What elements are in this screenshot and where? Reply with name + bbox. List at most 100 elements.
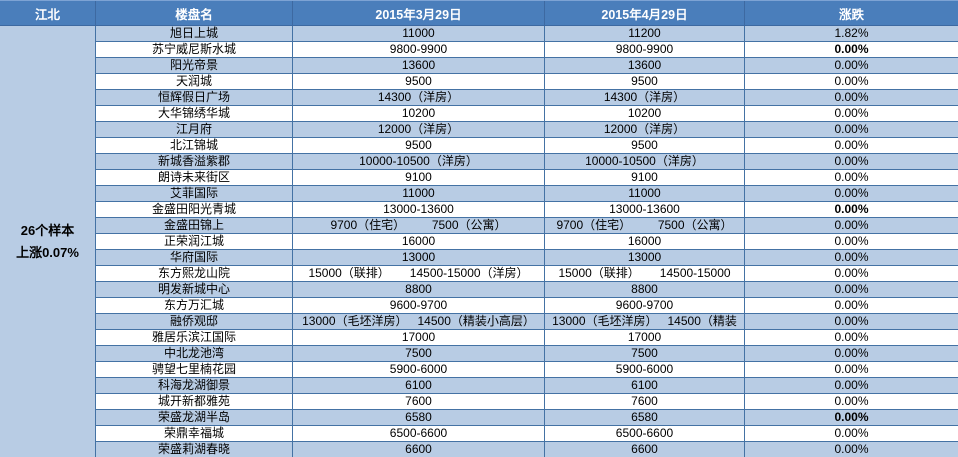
- property-name-cell[interactable]: 恒辉假日广场: [96, 90, 293, 106]
- price-april-cell[interactable]: 14300（洋房）: [545, 90, 745, 106]
- change-cell[interactable]: 0.00%: [745, 74, 958, 90]
- change-cell[interactable]: 0.00%: [745, 234, 958, 250]
- property-name-cell[interactable]: 东方熙龙山院: [96, 266, 293, 282]
- change-cell[interactable]: 0.00%: [745, 314, 958, 330]
- property-name-cell[interactable]: 雅居乐滨江国际: [96, 330, 293, 346]
- property-name-cell[interactable]: 北江锦城: [96, 138, 293, 154]
- price-april-cell[interactable]: 6600: [545, 442, 745, 457]
- price-march-cell[interactable]: 10200: [293, 106, 545, 122]
- header-date-march[interactable]: 2015年3月29日: [293, 1, 545, 26]
- property-name-cell[interactable]: 金盛田锦上: [96, 218, 293, 234]
- price-march-cell[interactable]: 11000: [293, 26, 545, 42]
- price-april-cell[interactable]: 9600-9700: [545, 298, 745, 314]
- change-cell[interactable]: 0.00%: [745, 442, 958, 457]
- price-march-cell[interactable]: 6580: [293, 410, 545, 426]
- price-april-cell[interactable]: 9700（住宅） 7500（公寓）: [545, 218, 745, 234]
- change-cell[interactable]: 0.00%: [745, 282, 958, 298]
- change-cell[interactable]: 0.00%: [745, 410, 958, 426]
- header-date-april[interactable]: 2015年4月29日: [545, 1, 745, 26]
- price-april-cell[interactable]: 12000（洋房）: [545, 122, 745, 138]
- change-cell[interactable]: 0.00%: [745, 298, 958, 314]
- property-name-cell[interactable]: 荣盛莉湖春晓: [96, 442, 293, 457]
- price-april-cell[interactable]: 17000: [545, 330, 745, 346]
- header-change[interactable]: 涨跌: [745, 1, 958, 26]
- change-cell[interactable]: 0.00%: [745, 266, 958, 282]
- change-cell[interactable]: 0.00%: [745, 58, 958, 74]
- price-april-cell[interactable]: 10000-10500（洋房）: [545, 154, 745, 170]
- price-march-cell[interactable]: 7500: [293, 346, 545, 362]
- price-march-cell[interactable]: 9100: [293, 170, 545, 186]
- price-april-cell[interactable]: 6100: [545, 378, 745, 394]
- price-april-cell[interactable]: 6580: [545, 410, 745, 426]
- change-cell[interactable]: 0.00%: [745, 90, 958, 106]
- price-march-cell[interactable]: 13000-13600: [293, 202, 545, 218]
- price-march-cell[interactable]: 11000: [293, 186, 545, 202]
- change-cell[interactable]: 0.00%: [745, 122, 958, 138]
- price-march-cell[interactable]: 9800-9900: [293, 42, 545, 58]
- price-april-cell[interactable]: 13600: [545, 58, 745, 74]
- price-march-cell[interactable]: 9600-9700: [293, 298, 545, 314]
- price-april-cell[interactable]: 7500: [545, 346, 745, 362]
- price-march-cell[interactable]: 12000（洋房）: [293, 122, 545, 138]
- price-april-cell[interactable]: 13000-13600: [545, 202, 745, 218]
- change-cell[interactable]: 0.00%: [745, 154, 958, 170]
- change-cell[interactable]: 0.00%: [745, 346, 958, 362]
- property-name-cell[interactable]: 荣盛龙湖半岛: [96, 410, 293, 426]
- property-name-cell[interactable]: 中北龙池湾: [96, 346, 293, 362]
- price-april-cell[interactable]: 9800-9900: [545, 42, 745, 58]
- change-cell[interactable]: 0.00%: [745, 202, 958, 218]
- price-march-cell[interactable]: 17000: [293, 330, 545, 346]
- property-name-cell[interactable]: 东方万汇城: [96, 298, 293, 314]
- property-name-cell[interactable]: 阳光帝景: [96, 58, 293, 74]
- price-april-cell[interactable]: 9500: [545, 74, 745, 90]
- property-name-cell[interactable]: 骋望七里楠花园: [96, 362, 293, 378]
- change-cell[interactable]: 0.00%: [745, 330, 958, 346]
- property-name-cell[interactable]: 金盛田阳光青城: [96, 202, 293, 218]
- price-march-cell[interactable]: 10000-10500（洋房）: [293, 154, 545, 170]
- price-march-cell[interactable]: 13000: [293, 250, 545, 266]
- property-name-cell[interactable]: 新城香溢紫郡: [96, 154, 293, 170]
- change-cell[interactable]: 0.00%: [745, 106, 958, 122]
- price-march-cell[interactable]: 6500-6600: [293, 426, 545, 442]
- change-cell[interactable]: 0.00%: [745, 42, 958, 58]
- property-name-cell[interactable]: 大华锦绣华城: [96, 106, 293, 122]
- price-march-cell[interactable]: 13000（毛坯洋房） 14500（精装小高层）: [293, 314, 545, 330]
- property-name-cell[interactable]: 艾菲国际: [96, 186, 293, 202]
- price-april-cell[interactable]: 6500-6600: [545, 426, 745, 442]
- price-april-cell[interactable]: 13000: [545, 250, 745, 266]
- price-april-cell[interactable]: 11000: [545, 186, 745, 202]
- region-summary-cell[interactable]: 26个样本 上涨0.07%: [0, 26, 96, 457]
- price-april-cell[interactable]: 7600: [545, 394, 745, 410]
- price-march-cell[interactable]: 6100: [293, 378, 545, 394]
- change-cell[interactable]: 1.82%: [745, 26, 958, 42]
- change-cell[interactable]: 0.00%: [745, 394, 958, 410]
- price-march-cell[interactable]: 15000（联排） 14500-15000（洋房）: [293, 266, 545, 282]
- property-name-cell[interactable]: 融侨观邸: [96, 314, 293, 330]
- price-april-cell[interactable]: 8800: [545, 282, 745, 298]
- price-march-cell[interactable]: 6600: [293, 442, 545, 457]
- property-name-cell[interactable]: 旭日上城: [96, 26, 293, 42]
- price-march-cell[interactable]: 9500: [293, 138, 545, 154]
- property-name-cell[interactable]: 苏宁威尼斯水城: [96, 42, 293, 58]
- price-march-cell[interactable]: 13600: [293, 58, 545, 74]
- property-name-cell[interactable]: 明发新城中心: [96, 282, 293, 298]
- change-cell[interactable]: 0.00%: [745, 378, 958, 394]
- price-april-cell[interactable]: 13000（毛坯洋房） 14500（精装: [545, 314, 745, 330]
- price-april-cell[interactable]: 15000（联排） 14500-15000: [545, 266, 745, 282]
- price-april-cell[interactable]: 5900-6000: [545, 362, 745, 378]
- price-march-cell[interactable]: 16000: [293, 234, 545, 250]
- price-march-cell[interactable]: 7600: [293, 394, 545, 410]
- property-name-cell[interactable]: 科海龙湖御景: [96, 378, 293, 394]
- change-cell[interactable]: 0.00%: [745, 138, 958, 154]
- header-property-name[interactable]: 楼盘名: [96, 1, 293, 26]
- change-cell[interactable]: 0.00%: [745, 170, 958, 186]
- property-name-cell[interactable]: 江月府: [96, 122, 293, 138]
- property-name-cell[interactable]: 正荣润江城: [96, 234, 293, 250]
- price-march-cell[interactable]: 9500: [293, 74, 545, 90]
- property-name-cell[interactable]: 荣鼎幸福城: [96, 426, 293, 442]
- property-name-cell[interactable]: 华府国际: [96, 250, 293, 266]
- price-march-cell[interactable]: 5900-6000: [293, 362, 545, 378]
- price-march-cell[interactable]: 14300（洋房）: [293, 90, 545, 106]
- change-cell[interactable]: 0.00%: [745, 426, 958, 442]
- price-march-cell[interactable]: 8800: [293, 282, 545, 298]
